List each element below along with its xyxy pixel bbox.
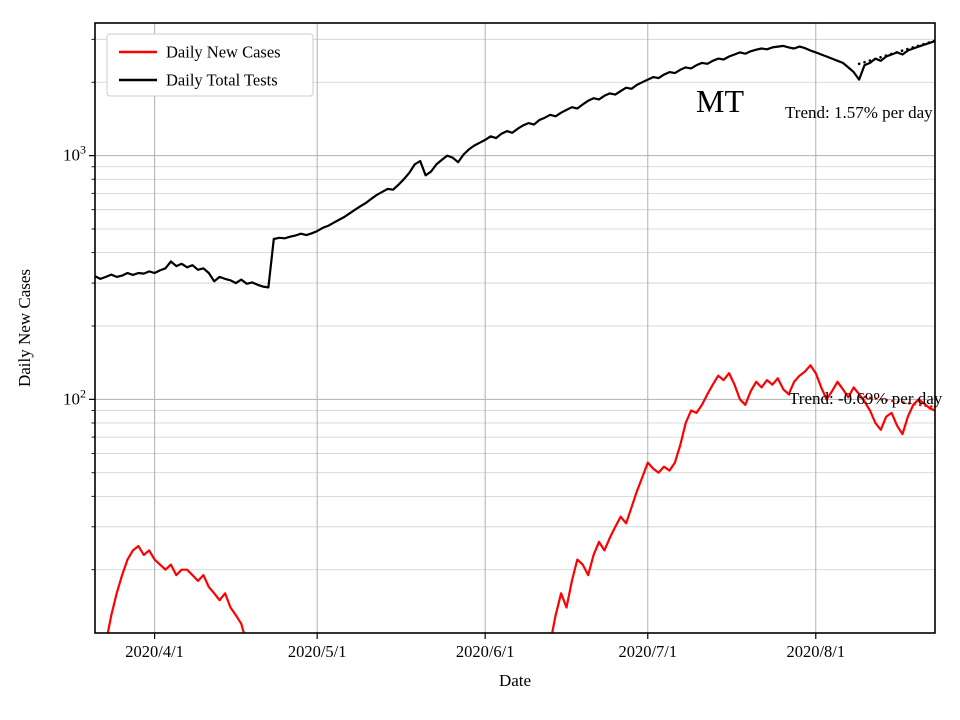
legend: Daily New Cases Daily Total Tests: [106, 33, 314, 97]
y-axis-title: Daily New Cases: [15, 269, 34, 387]
series-group: [95, 39, 935, 633]
grid-lines: [95, 23, 935, 633]
legend-box: [106, 33, 314, 97]
trend-label-tests: Trend: 1.57% per day: [785, 103, 933, 122]
series-line-daily-new-cases: [551, 364, 935, 633]
series-line-daily-new-cases: [106, 544, 246, 633]
trend-line-daily-new-cases: [857, 394, 935, 409]
series-line-daily-total-tests: [95, 39, 935, 289]
legend-label: Daily Total Tests: [166, 71, 278, 90]
plot-area-background: [95, 23, 935, 633]
trend-label-cases: Trend: -0.69% per day: [789, 389, 943, 408]
x-tick-label: 2020/5/1: [288, 642, 347, 661]
y-tick-label: 102: [63, 386, 86, 408]
legend-label: Daily New Cases: [166, 43, 281, 62]
x-tick-label: 2020/6/1: [456, 642, 515, 661]
x-tick-label: 2020/4/1: [125, 642, 184, 661]
x-axis-title: Date: [499, 671, 531, 690]
trend-line-daily-total-tests: [857, 39, 935, 66]
y-axis: 102 103: [63, 38, 95, 571]
x-tick-label: 2020/7/1: [618, 642, 677, 661]
x-tick-label: 2020/8/1: [786, 642, 845, 661]
state-label: MT: [696, 83, 744, 119]
x-axis: 2020/4/1 2020/5/1 2020/6/1 2020/7/1 2020/8/1: [125, 633, 845, 661]
y-tick-label: 103: [63, 143, 86, 165]
plot-border: [94, 22, 936, 634]
